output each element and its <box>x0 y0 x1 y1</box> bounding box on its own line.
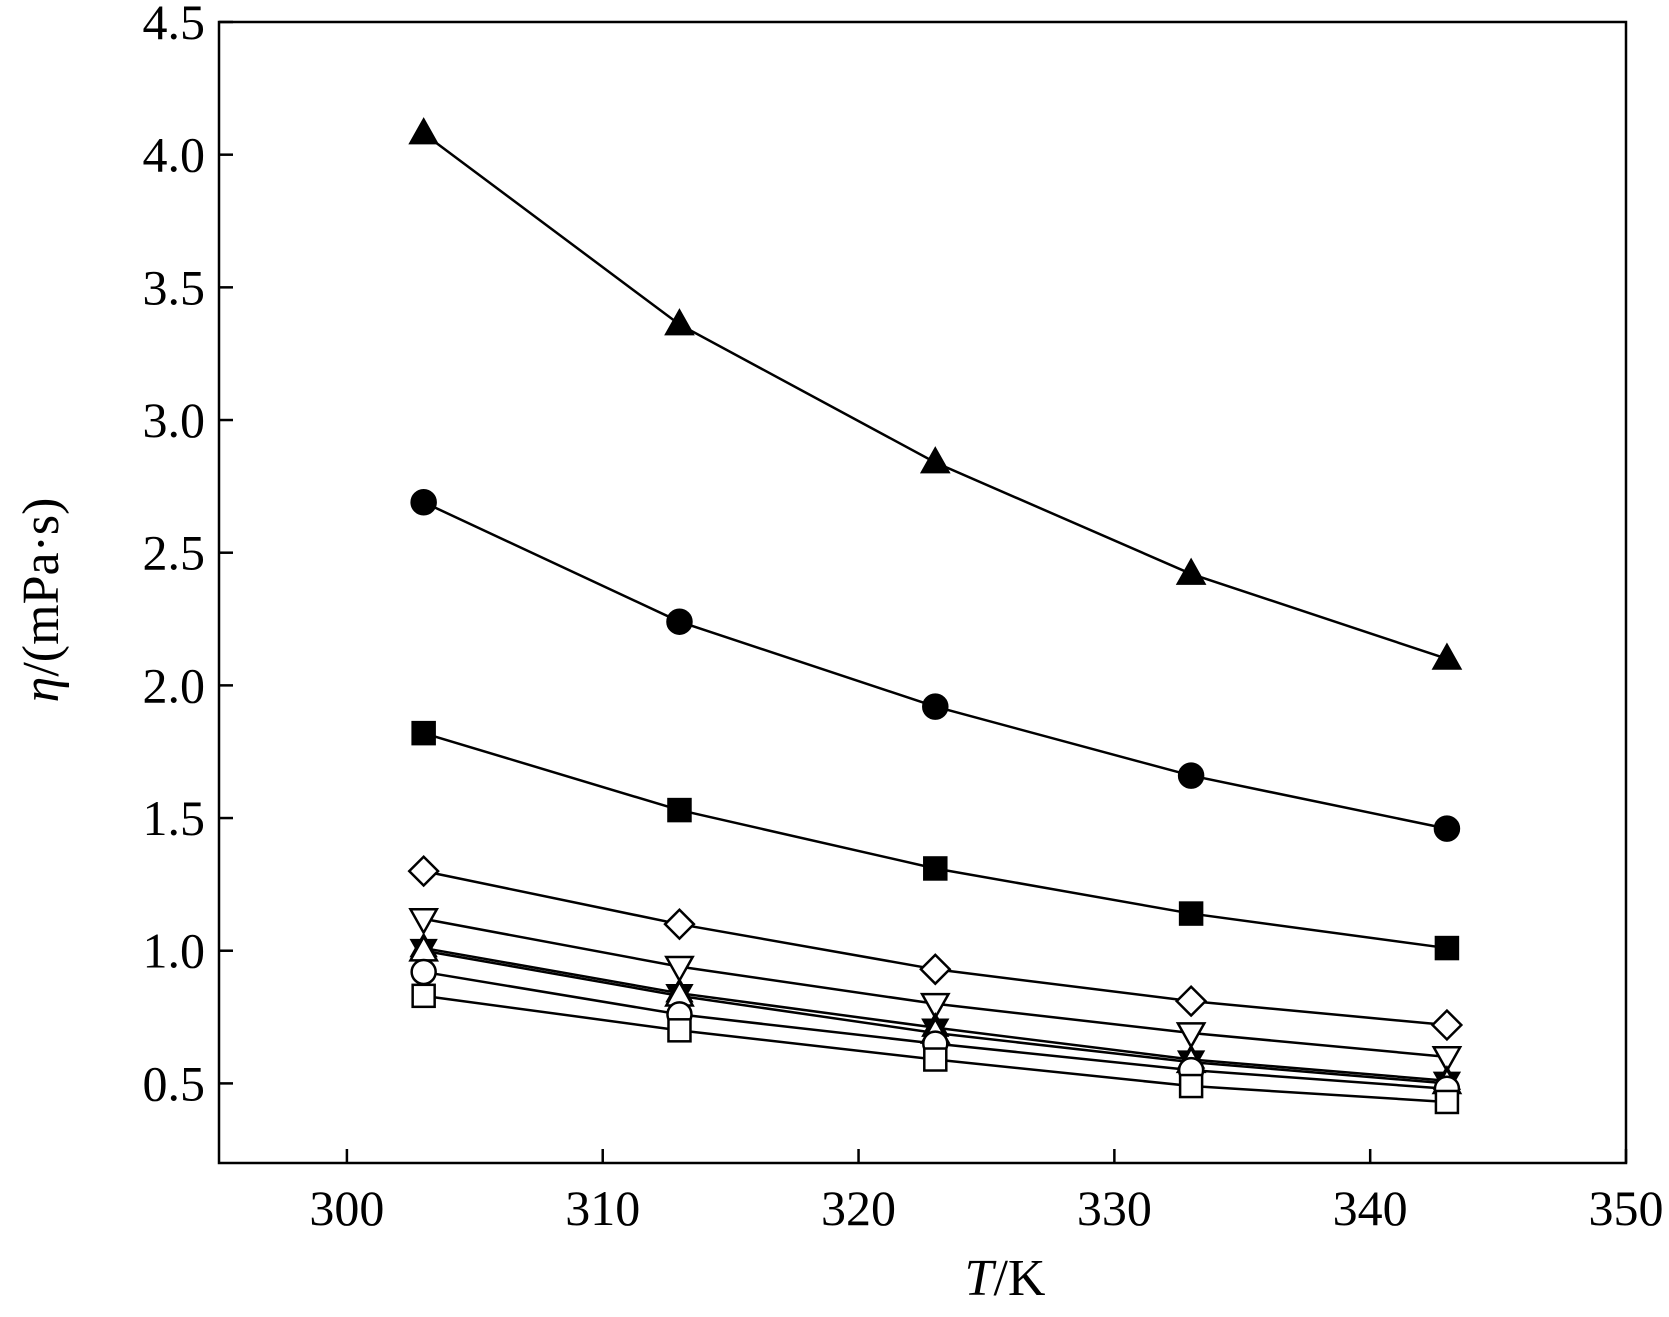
y-axis-label: η/(mPa·s) <box>13 498 70 703</box>
data-point <box>1177 762 1205 789</box>
data-point <box>919 446 951 474</box>
x-tick-label: 340 <box>1333 1180 1408 1236</box>
data-point <box>667 1018 692 1043</box>
series-open-square <box>411 983 1460 1115</box>
data-point <box>1434 1089 1460 1115</box>
data-point <box>919 992 951 1021</box>
data-point <box>1175 1022 1207 1050</box>
x-tick-label: 350 <box>1589 1180 1664 1236</box>
y-tick-label: 1.0 <box>143 923 206 979</box>
series-filled-square <box>411 720 1460 961</box>
data-point <box>923 856 948 881</box>
data-point <box>919 953 952 986</box>
y-tick-label: 2.5 <box>143 525 206 581</box>
data-point <box>923 1047 948 1072</box>
data-point <box>922 693 949 720</box>
x-axis-label: T/K <box>965 1250 1046 1307</box>
x-tick-label: 320 <box>821 1180 896 1236</box>
data-point <box>411 720 436 746</box>
y-tick-label: 1.5 <box>143 790 206 846</box>
x-tick-label: 300 <box>309 1180 384 1236</box>
data-point <box>664 955 695 983</box>
x-tick-label: 330 <box>1077 1180 1152 1236</box>
y-tick-label: 3.5 <box>143 259 206 315</box>
data-point <box>1178 1073 1204 1099</box>
y-tick-label: 4.5 <box>143 0 206 50</box>
plot-frame <box>217 20 1628 1165</box>
data-point <box>1178 901 1204 926</box>
data-point <box>663 908 696 941</box>
data-point <box>411 983 436 1009</box>
x-axis: 300 310 320 330 340 350 <box>309 1149 1664 1236</box>
data-point <box>408 907 439 936</box>
data-point <box>1431 1045 1463 1074</box>
series-open-triangle-down <box>408 907 1463 1074</box>
x-tick-label: 310 <box>565 1180 640 1236</box>
data-point <box>410 958 437 986</box>
y-tick-label: 0.5 <box>143 1055 206 1111</box>
series-line <box>422 132 1448 661</box>
data-point <box>408 117 439 145</box>
y-tick-label: 3.0 <box>143 392 206 448</box>
data-point <box>1434 935 1460 961</box>
data-point <box>1430 1008 1464 1042</box>
data-point <box>1433 815 1461 842</box>
series-filled-circle <box>410 489 1461 842</box>
y-tick-label: 2.0 <box>143 657 206 713</box>
data-point <box>1175 557 1207 585</box>
series-group <box>407 117 1464 1115</box>
data-point <box>1431 642 1463 670</box>
y-tick-label: 4.0 <box>143 127 206 183</box>
series-line <box>423 731 1448 950</box>
data-point <box>664 308 695 336</box>
series-filled-triangle <box>408 117 1463 670</box>
data-point <box>1174 984 1208 1018</box>
data-point <box>667 797 692 823</box>
data-point <box>666 608 693 635</box>
series-open-diamond <box>407 854 1464 1042</box>
data-point <box>407 854 440 888</box>
y-axis: 0.5 1.0 1.5 2.0 2.5 3.0 3.5 4.0 4.5 <box>143 0 233 1111</box>
data-point <box>410 489 437 516</box>
